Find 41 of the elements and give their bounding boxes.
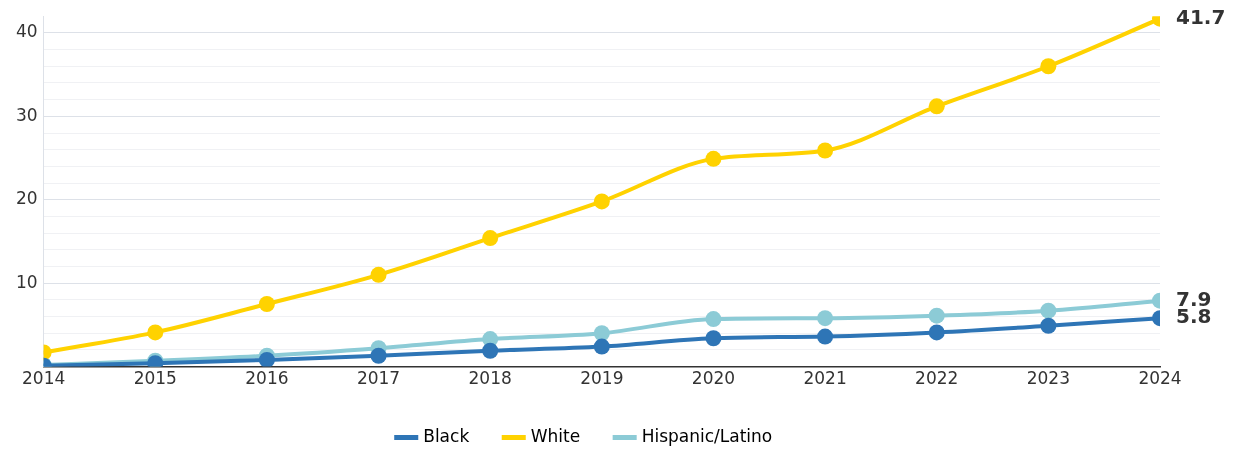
x-tick-label: 2021	[803, 368, 847, 389]
x-tick-label: 2023	[1026, 368, 1070, 389]
x-tick-label: 2016	[245, 368, 289, 389]
data-label: 41.7	[1176, 4, 1226, 29]
y-tick-label: 40	[15, 21, 38, 42]
point	[593, 325, 610, 342]
x-tick-label: 2024	[1138, 368, 1182, 389]
point	[817, 328, 834, 345]
point	[258, 296, 275, 313]
x-tick-label: 2019	[580, 368, 624, 389]
x-tick-label: 2018	[468, 368, 512, 389]
point	[593, 193, 610, 210]
point	[817, 142, 834, 159]
point	[817, 310, 834, 327]
point	[705, 150, 722, 167]
x-tick-label: 2015	[133, 368, 177, 389]
point	[593, 338, 610, 355]
point	[1040, 302, 1057, 319]
point	[1040, 58, 1057, 75]
point	[147, 324, 164, 341]
point	[928, 307, 945, 324]
point	[370, 347, 387, 364]
point	[705, 330, 722, 347]
point	[928, 324, 945, 341]
point	[1040, 317, 1057, 334]
point	[258, 351, 275, 367]
point	[482, 342, 499, 359]
x-tick-label: 2014	[22, 368, 66, 389]
point	[928, 98, 945, 115]
point	[482, 230, 499, 247]
legend-label: Black	[423, 425, 470, 446]
x-tick-label: 2017	[356, 368, 401, 389]
point	[705, 311, 722, 328]
point	[370, 266, 387, 283]
y-tick-label: 20	[15, 188, 38, 209]
x-tick-label: 2022	[915, 368, 959, 389]
y-tick-label: 10	[15, 271, 38, 292]
y-tick-label: 30	[15, 104, 38, 125]
legend-label: Hispanic/Latino	[641, 425, 773, 446]
legend-label: White	[530, 425, 581, 446]
x-tick-label: 2020	[691, 368, 736, 389]
